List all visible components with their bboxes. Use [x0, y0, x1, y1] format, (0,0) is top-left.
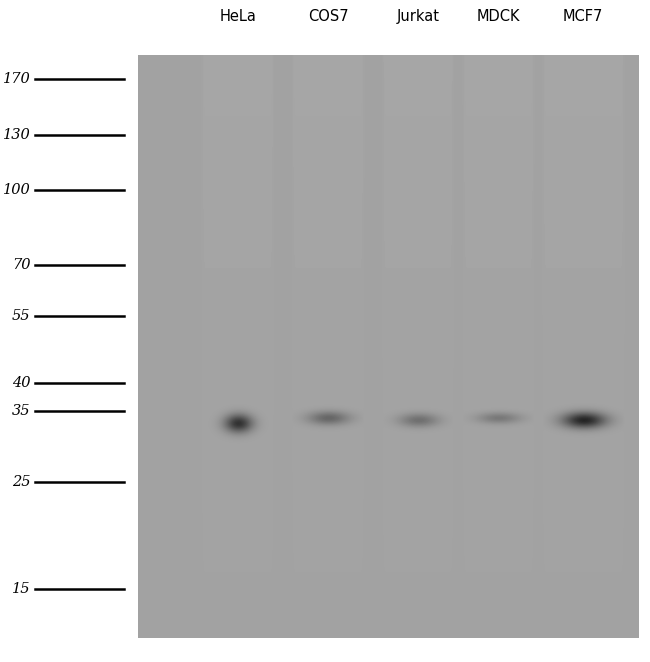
Text: MDCK: MDCK	[476, 9, 520, 24]
Text: 35: 35	[12, 404, 31, 418]
Text: 130: 130	[3, 128, 31, 142]
Text: 70: 70	[12, 258, 31, 272]
Text: MCF7: MCF7	[563, 9, 603, 24]
Text: 15: 15	[12, 583, 31, 596]
Text: 40: 40	[12, 376, 31, 390]
Text: 170: 170	[3, 72, 31, 86]
Text: HeLa: HeLa	[220, 9, 256, 24]
Text: COS7: COS7	[307, 9, 348, 24]
Text: 25: 25	[12, 475, 31, 489]
Text: Jurkat: Jurkat	[396, 9, 439, 24]
Text: 55: 55	[12, 309, 31, 323]
Text: 100: 100	[3, 183, 31, 197]
